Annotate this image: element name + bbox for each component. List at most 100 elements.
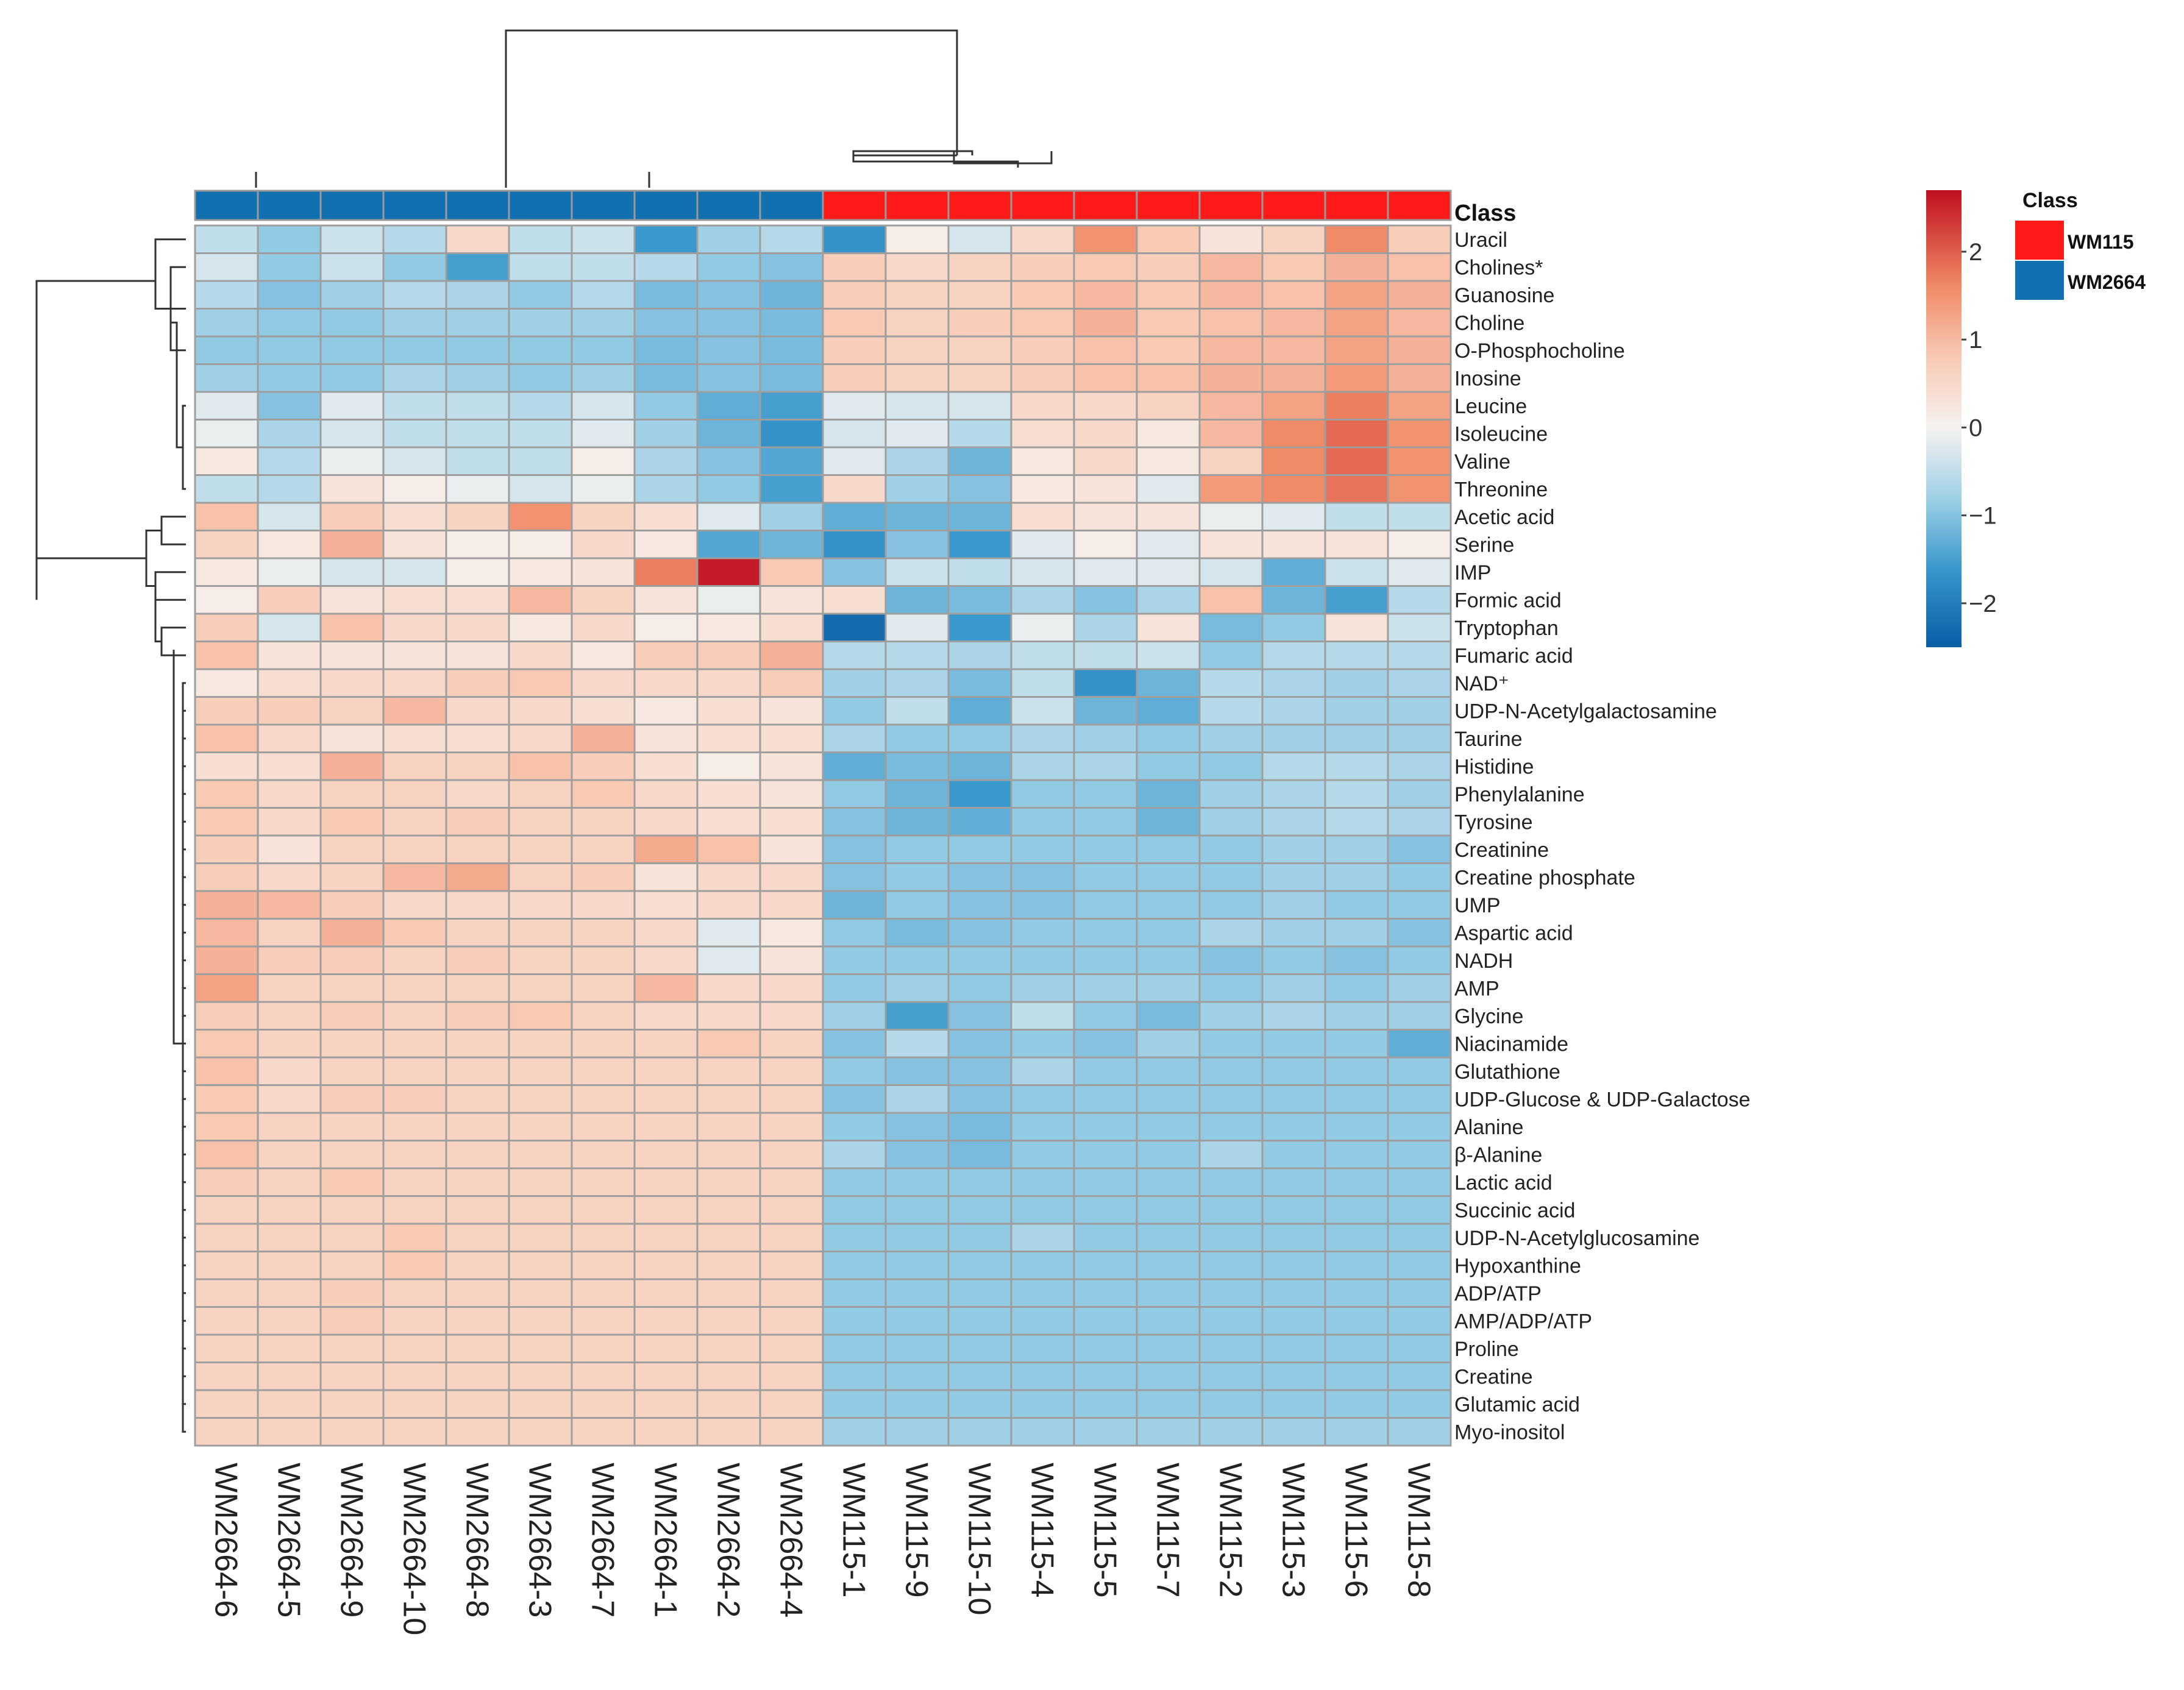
heatmap-cell — [445, 363, 510, 393]
heatmap-cell — [633, 1001, 699, 1031]
heatmap-cell — [194, 862, 259, 892]
heatmap-cell — [571, 280, 636, 310]
heatmap-cell — [947, 1278, 1012, 1308]
heatmap-cell — [633, 1223, 699, 1252]
row-label: Formic acid — [1454, 589, 1562, 612]
heatmap-cell — [319, 1223, 385, 1252]
heatmap-cell — [1324, 502, 1389, 531]
row-label: β-Alanine — [1454, 1143, 1542, 1166]
heatmap-cell — [508, 557, 573, 587]
heatmap-cell — [257, 557, 322, 587]
heatmap-cell — [696, 1167, 761, 1197]
heatmap-cell — [947, 1417, 1012, 1447]
heatmap-cell — [1324, 1029, 1389, 1059]
heatmap-cell — [1261, 612, 1326, 642]
heatmap-cell — [759, 224, 824, 254]
heatmap-cell — [257, 918, 322, 948]
heatmap-cell — [759, 779, 824, 809]
heatmap-cell — [759, 391, 824, 421]
heatmap-cell — [947, 612, 1012, 642]
heatmap-cell — [1198, 474, 1264, 504]
heatmap-cell — [696, 391, 761, 421]
heatmap-cell — [319, 973, 385, 1003]
heatmap-cell — [884, 696, 950, 726]
heatmap-cell — [1073, 1167, 1138, 1197]
heatmap-cell — [1198, 1001, 1264, 1031]
heatmap-cell — [1387, 1056, 1452, 1086]
heatmap-cell — [633, 1029, 699, 1059]
heatmap-cell — [822, 1306, 887, 1336]
heatmap-cell — [1198, 890, 1264, 920]
heatmap-cell — [445, 1001, 510, 1031]
row-dendrogram — [35, 238, 186, 1433]
heatmap-cell — [445, 641, 510, 670]
heatmap-cell — [1198, 1140, 1264, 1170]
heatmap-cell — [1387, 1333, 1452, 1363]
heatmap-cell — [1261, 1056, 1326, 1086]
heatmap-cell — [382, 612, 447, 642]
heatmap-cell — [382, 834, 447, 864]
heatmap-cell — [1136, 474, 1201, 504]
heatmap-cell — [884, 363, 950, 393]
heatmap-cell — [1261, 1195, 1326, 1225]
heatmap-cell — [1010, 862, 1075, 892]
heatmap-cell — [1136, 252, 1201, 282]
heatmap-cell — [1324, 224, 1389, 254]
heatmap-cell — [696, 335, 761, 365]
heatmap-cell — [884, 252, 950, 282]
column-label: WM2664-8 — [460, 1463, 495, 1617]
heatmap-cell — [508, 446, 573, 476]
heatmap-cell — [257, 1084, 322, 1114]
heatmap-cell — [445, 1306, 510, 1336]
heatmap-cell — [759, 751, 824, 781]
row-label: UDP-N-Acetylglucosamine — [1454, 1227, 1699, 1250]
heatmap-cell — [445, 751, 510, 781]
heatmap-cell — [382, 807, 447, 837]
heatmap-cell — [884, 1001, 950, 1031]
heatmap-cell — [508, 723, 573, 753]
heatmap-cell — [759, 1084, 824, 1114]
heatmap-cell — [1010, 1029, 1075, 1059]
heatmap-cell — [571, 612, 636, 642]
row-label: Aspartic acid — [1454, 921, 1573, 945]
heatmap-cell — [1324, 557, 1389, 587]
heatmap-cell — [194, 945, 259, 975]
row-label: UMP — [1454, 894, 1501, 917]
heatmap-cell — [319, 890, 385, 920]
color-scale-ticks: 2 1 0 −1 −2 — [1962, 239, 1997, 617]
heatmap-cell — [1010, 1223, 1075, 1252]
heatmap-cell — [319, 696, 385, 726]
heatmap-cell — [1136, 1001, 1201, 1031]
heatmap-cell — [1073, 1084, 1138, 1114]
heatmap-cell — [1261, 918, 1326, 948]
heatmap-cell — [1136, 834, 1201, 864]
heatmap-cell — [319, 1112, 385, 1141]
heatmap-cell — [382, 918, 447, 948]
heatmap-cell — [571, 1362, 636, 1391]
heatmap-cell — [884, 335, 950, 365]
heatmap-cell — [1261, 1001, 1326, 1031]
heatmap-cell — [319, 557, 385, 587]
heatmap-cell — [1010, 335, 1075, 365]
row-label: Glutathione — [1454, 1060, 1560, 1084]
heatmap-cell — [759, 585, 824, 615]
heatmap-cell — [319, 1278, 385, 1308]
heatmap-cell — [1010, 779, 1075, 809]
heatmap-cell — [1198, 1195, 1264, 1225]
heatmap-cell — [1010, 224, 1075, 254]
heatmap-cell — [319, 252, 385, 282]
heatmap-cell — [1073, 335, 1138, 365]
heatmap-cell — [319, 391, 385, 421]
heatmap-cell — [1010, 1251, 1075, 1280]
heatmap-cell — [1324, 419, 1389, 449]
heatmap-cell — [257, 363, 322, 393]
heatmap-cell — [1136, 530, 1201, 559]
class-bar-cell — [759, 190, 824, 221]
heatmap-cell — [382, 1333, 447, 1363]
heatmap-cell — [1198, 530, 1264, 559]
heatmap-cell — [884, 723, 950, 753]
heatmap-cell — [696, 1223, 761, 1252]
column-label: WM2664-6 — [208, 1463, 244, 1617]
heatmap-cell — [382, 862, 447, 892]
